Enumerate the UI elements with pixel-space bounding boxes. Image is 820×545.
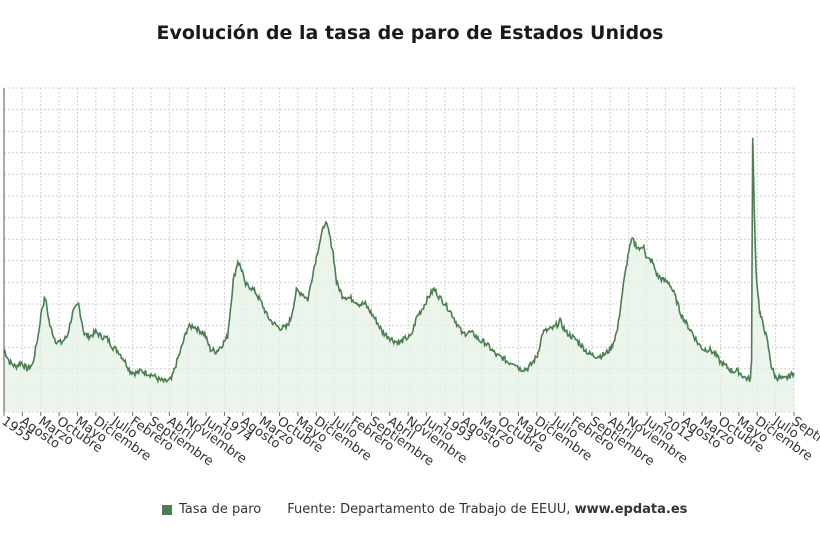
x-axis-ticks: 1955AgostoMarzoOctubreMayoDiciembreJulio… (0, 412, 820, 469)
source-site: www.epdata.es (574, 502, 688, 517)
legend-label[interactable]: Tasa de paro (179, 502, 262, 517)
series-line (3, 137, 795, 385)
chart-title: Evolución de la tasa de paro de Estados … (156, 22, 664, 44)
series-area (4, 137, 794, 412)
legend-swatch[interactable] (162, 504, 172, 515)
source-text: Fuente: Departamento de Trabajo de EEUU, (287, 502, 571, 517)
legend: Tasa de paro Fuente: Departamento de Tra… (162, 502, 687, 517)
